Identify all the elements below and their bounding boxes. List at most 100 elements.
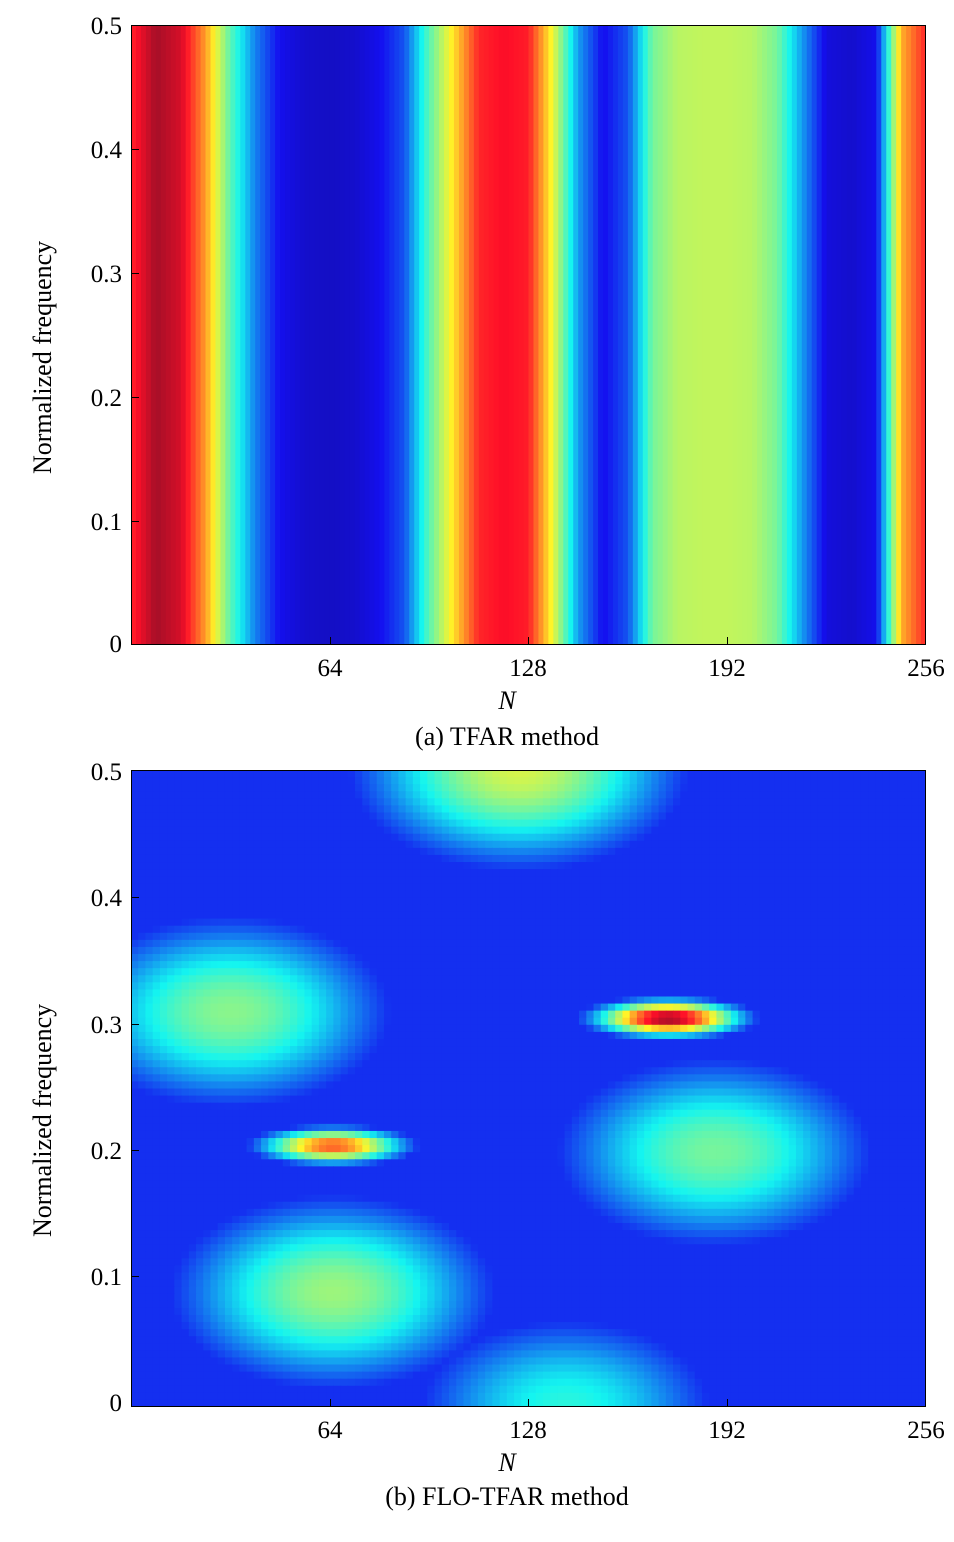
heatmap-cell bbox=[485, 1067, 493, 1075]
heatmap-cell bbox=[159, 1017, 168, 1026]
heatmap-cell bbox=[636, 819, 645, 828]
heatmap-cell bbox=[788, 1046, 797, 1054]
heatmap-cell bbox=[290, 854, 298, 863]
heatmap-cell bbox=[644, 777, 652, 785]
heatmap-cell bbox=[420, 911, 428, 920]
heatmap-cell bbox=[911, 1046, 920, 1054]
heatmap-cell bbox=[492, 1074, 501, 1083]
heatmap-cell bbox=[781, 975, 790, 983]
heatmap-cell bbox=[774, 954, 783, 962]
heatmap-cell bbox=[230, 25, 236, 645]
heatmap-cell bbox=[131, 975, 139, 983]
heatmap-cell bbox=[651, 1053, 660, 1061]
heatmap-cell bbox=[716, 904, 725, 913]
heatmap-cell bbox=[767, 840, 775, 849]
heatmap-cell bbox=[239, 890, 248, 898]
heatmap-cell bbox=[868, 1024, 877, 1033]
heatmap-cell bbox=[253, 777, 262, 785]
heatmap-cell bbox=[889, 1060, 898, 1068]
heatmap-cell bbox=[528, 854, 537, 863]
heatmap-cell bbox=[636, 847, 645, 856]
heatmap-cell bbox=[492, 819, 501, 828]
heatmap-cell bbox=[449, 1017, 457, 1026]
heatmap-cell bbox=[477, 833, 486, 842]
heatmap-cell bbox=[506, 826, 515, 835]
heatmap-cell bbox=[268, 954, 277, 962]
heatmap-cell bbox=[412, 812, 421, 821]
heatmap-cell bbox=[542, 869, 551, 877]
heatmap-cell bbox=[839, 946, 848, 955]
heatmap-cell bbox=[434, 876, 443, 884]
heatmap-cell bbox=[658, 840, 667, 849]
heatmap-cell bbox=[636, 840, 645, 849]
heatmap-cell bbox=[918, 911, 926, 920]
heatmap-cell bbox=[135, 25, 142, 645]
heatmap-cell bbox=[876, 25, 882, 645]
heatmap-cell bbox=[412, 904, 421, 913]
heatmap-cell bbox=[514, 968, 522, 976]
heatmap-cell bbox=[832, 925, 840, 934]
heatmap-cell bbox=[159, 805, 168, 814]
heatmap-cell bbox=[499, 784, 508, 792]
heatmap-cell bbox=[506, 819, 515, 828]
heatmap-cell bbox=[275, 784, 284, 792]
heatmap-cell bbox=[188, 904, 197, 913]
heatmap-cell bbox=[673, 1010, 681, 1019]
heatmap-cell bbox=[550, 770, 559, 778]
heatmap-cell bbox=[246, 975, 255, 983]
heatmap-cell bbox=[326, 932, 334, 941]
heatmap-cell bbox=[355, 1067, 363, 1075]
heatmap-cell bbox=[383, 770, 392, 778]
heatmap-cell bbox=[275, 883, 284, 891]
heatmap-cell bbox=[694, 932, 703, 941]
heatmap-cell bbox=[824, 1046, 833, 1054]
heatmap-cell bbox=[449, 904, 457, 913]
heatmap-cell bbox=[340, 1060, 349, 1068]
heatmap-cell bbox=[752, 1046, 761, 1054]
heatmap-cell bbox=[716, 968, 725, 976]
heatmap-cell bbox=[275, 1053, 284, 1061]
heatmap-cell bbox=[181, 1046, 190, 1054]
heatmap-cell bbox=[268, 968, 277, 976]
heatmap-cell bbox=[391, 918, 400, 927]
heatmap-cell bbox=[152, 1003, 161, 1012]
heatmap-cell bbox=[131, 1067, 139, 1075]
heatmap-cell bbox=[824, 918, 833, 927]
heatmap-cell bbox=[499, 961, 508, 969]
heatmap-cell bbox=[897, 904, 905, 913]
heatmap-cell bbox=[167, 770, 175, 778]
heatmap-cell bbox=[651, 854, 660, 863]
heatmap-cell bbox=[767, 1046, 775, 1054]
heatmap-cell bbox=[918, 925, 926, 934]
heatmap-cell bbox=[745, 996, 754, 1005]
heatmap-cell bbox=[889, 918, 898, 927]
heatmap-cell bbox=[803, 911, 811, 920]
heatmap-cell bbox=[376, 784, 385, 792]
heatmap-cell bbox=[217, 1046, 226, 1054]
heatmap-cell bbox=[722, 25, 728, 645]
heatmap-cell bbox=[846, 862, 855, 870]
heatmap-cell bbox=[347, 1010, 356, 1019]
heatmap-cell bbox=[376, 1067, 385, 1075]
heatmap-cell bbox=[579, 840, 587, 849]
heatmap-cell bbox=[318, 946, 327, 955]
heatmap-cell bbox=[853, 890, 862, 898]
heatmap-cell bbox=[181, 833, 190, 842]
heatmap-cell bbox=[239, 1067, 248, 1075]
heatmap-cell bbox=[253, 784, 262, 792]
heatmap-cell bbox=[911, 1010, 920, 1019]
heatmap-cell bbox=[456, 1060, 465, 1068]
heatmap-cell bbox=[282, 939, 291, 948]
heatmap-cell bbox=[658, 1046, 667, 1054]
heatmap-cell bbox=[311, 1074, 320, 1083]
heatmap-cell bbox=[405, 939, 414, 948]
heatmap-cell bbox=[687, 925, 696, 934]
heatmap-cell bbox=[355, 1053, 363, 1061]
heatmap-cell bbox=[571, 918, 580, 927]
heatmap-cell bbox=[788, 1053, 797, 1061]
heatmap-cell bbox=[253, 833, 262, 842]
heatmap-cell bbox=[579, 883, 587, 891]
heatmap-cell bbox=[738, 925, 746, 934]
heatmap-cell bbox=[268, 946, 277, 955]
heatmap-cell bbox=[246, 1067, 255, 1075]
